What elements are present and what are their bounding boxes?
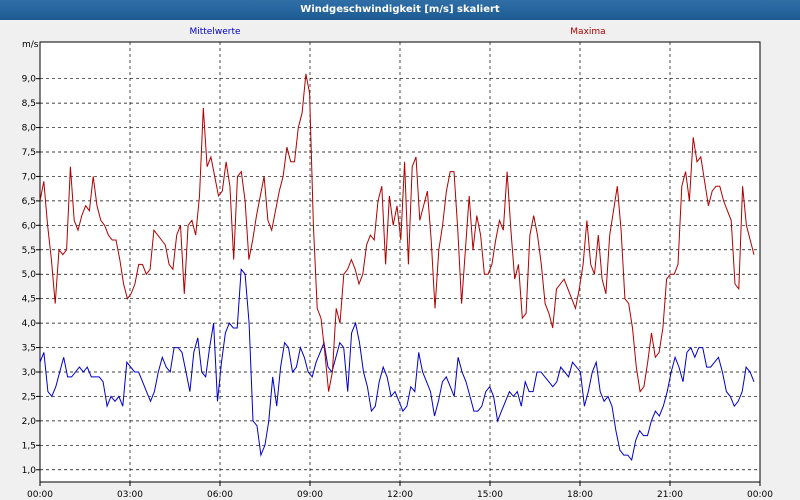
x-tick-time-label: 09:00 <box>297 490 323 500</box>
y-tick-label: 7,0 <box>22 172 37 182</box>
window-title: Windgeschwindigkeit [m/s] skaliert <box>0 0 800 20</box>
y-tick-label: 3,0 <box>22 368 37 378</box>
x-tick-time-label: 12:00 <box>387 490 413 500</box>
x-tick-time-label: 18:00 <box>567 490 593 500</box>
y-tick-label: 8,0 <box>22 124 37 134</box>
y-tick-label: 6,0 <box>22 221 37 231</box>
y-tick-label: 7,5 <box>22 148 36 158</box>
y-tick-label: 1,5 <box>22 441 36 451</box>
y-tick-label: 8,5 <box>22 99 36 109</box>
x-tick-time-label: 21:00 <box>657 490 683 500</box>
x-tick-time-label: 00:00 <box>27 490 53 500</box>
y-tick-label: 4,0 <box>22 319 37 329</box>
y-tick-label: 1,0 <box>22 466 37 476</box>
y-tick-label: 5,5 <box>22 246 36 256</box>
x-tick-time-label: 06:00 <box>207 490 233 500</box>
series-line-mittelwerte <box>40 267 755 462</box>
y-tick-label: 3,5 <box>22 344 36 354</box>
wind-speed-chart: 1,0 1,5 2,0 2,5 3,0 3,5 4,0 4,5 5,0 5,5 6,0 6,5 7,0 7… <box>22 27 774 500</box>
y-tick-label: 5,0 <box>22 270 37 280</box>
legend-mittelwerte: Mittelwerte <box>189 27 240 37</box>
y-axis-label: m/s <box>22 40 39 50</box>
series-lines <box>40 73 755 462</box>
legend-maxima: Maxima <box>570 27 605 37</box>
series-line-maxima <box>40 73 755 393</box>
x-tick-time-label: 15:00 <box>477 490 503 500</box>
x-tick-time-label: 03:00 <box>117 490 143 500</box>
axis-ticks: 1,0 1,5 2,0 2,5 3,0 3,5 4,0 4,5 5,0 5,5 6,0 6,5 7,0 7… <box>22 75 774 500</box>
y-tick-label: 2,5 <box>22 392 36 402</box>
y-tick-label: 4,5 <box>22 295 36 305</box>
y-tick-label: 9,0 <box>22 75 37 85</box>
y-tick-label: 6,5 <box>22 197 36 207</box>
x-tick-time-label: 00:00 <box>747 490 773 500</box>
y-tick-label: 2,0 <box>22 417 37 427</box>
